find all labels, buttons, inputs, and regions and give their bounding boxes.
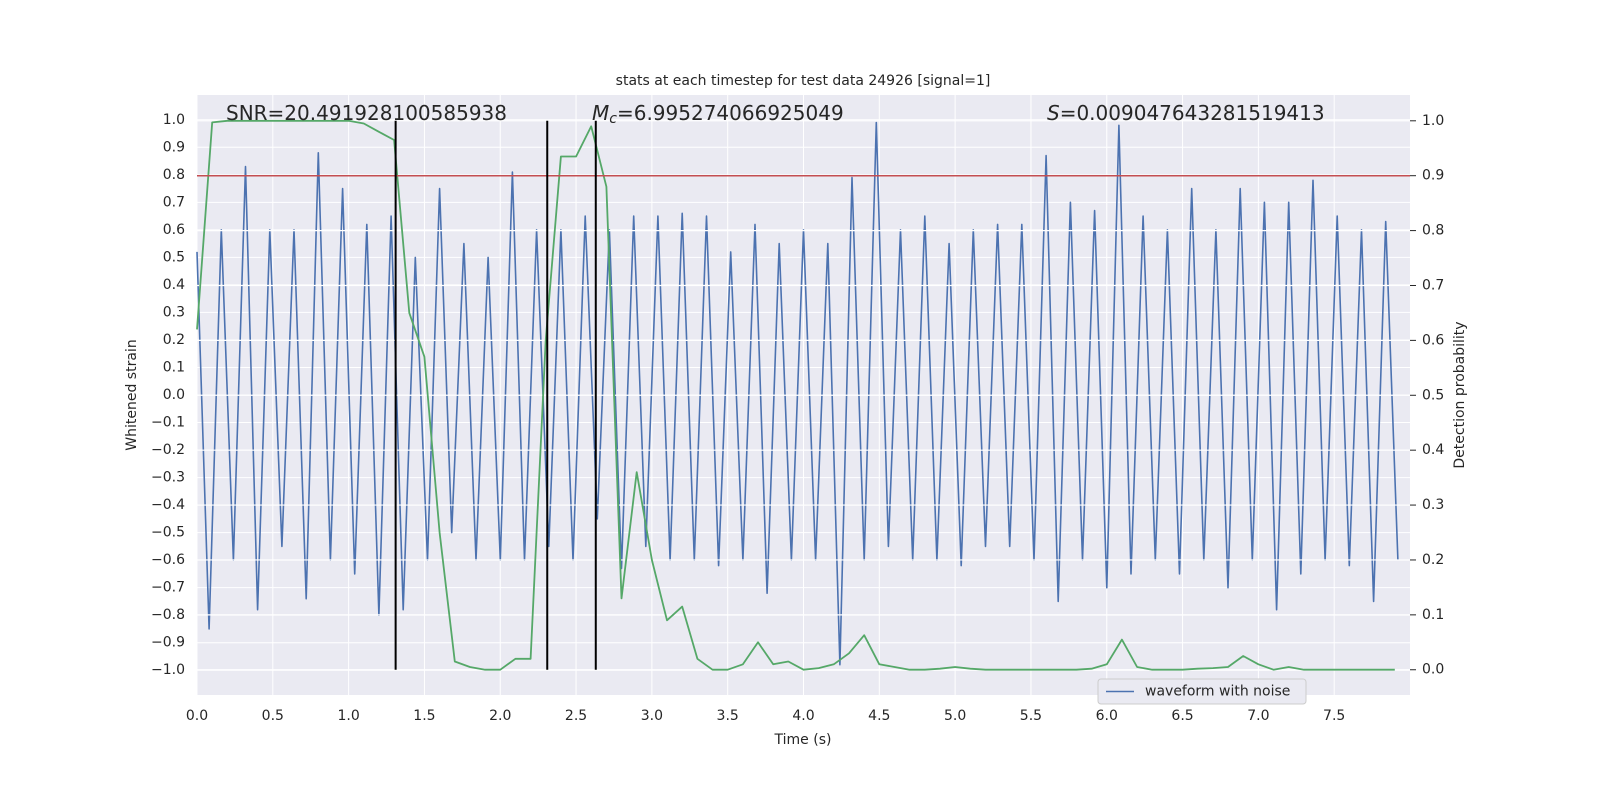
y2-tick-label: 0.6 bbox=[1422, 332, 1444, 348]
annotation-text: =0.009047643281519413 bbox=[1060, 101, 1325, 125]
x-tick-label: 6.5 bbox=[1171, 708, 1193, 724]
annotation: S=0.009047643281519413 bbox=[1047, 101, 1325, 125]
y2-tick-label: 1.0 bbox=[1422, 113, 1444, 129]
y-tick-label: −0.2 bbox=[151, 442, 185, 458]
y2-tick-label: 0.3 bbox=[1422, 497, 1444, 513]
chart-title: stats at each timestep for test data 249… bbox=[616, 73, 991, 89]
y-tick-label: 0.2 bbox=[163, 332, 185, 348]
y2-tick-label: 0.9 bbox=[1422, 168, 1444, 184]
y-tick-label: −0.1 bbox=[151, 415, 185, 431]
y-tick-label: −1.0 bbox=[151, 662, 185, 678]
y2-tick-label: 0.7 bbox=[1422, 277, 1444, 293]
y-tick-label: −0.9 bbox=[151, 635, 185, 651]
y-tick-label: 0.3 bbox=[163, 304, 185, 320]
x-tick-label: 2.5 bbox=[565, 708, 587, 724]
x-tick-label: 1.5 bbox=[413, 708, 435, 724]
y2-tick-label: 0.8 bbox=[1422, 223, 1444, 239]
y-tick-label: 0.1 bbox=[163, 359, 185, 375]
y2-axis-label: Detection probability bbox=[1452, 321, 1468, 468]
x-tick-label: 0.5 bbox=[262, 708, 284, 724]
annotation: Mc=6.995274066925049 bbox=[592, 101, 844, 128]
x-tick-label: 2.0 bbox=[489, 708, 511, 724]
y-tick-label: −0.3 bbox=[151, 470, 185, 486]
annotation-symbol: S bbox=[1047, 101, 1060, 125]
legend-label: waveform with noise bbox=[1145, 684, 1290, 700]
y2-tick-label: 0.2 bbox=[1422, 552, 1444, 568]
y-tick-label: 0.0 bbox=[163, 387, 185, 403]
y-tick-label: 0.8 bbox=[163, 167, 185, 183]
y2-tick-label: 0.1 bbox=[1422, 607, 1444, 623]
y-tick-label: 0.7 bbox=[163, 194, 185, 210]
annotation-text: SNR=20.491928100585938 bbox=[226, 101, 507, 125]
annotation: SNR=20.491928100585938 bbox=[226, 101, 507, 125]
y2-tick-label: 0.0 bbox=[1422, 662, 1444, 678]
x-tick-label: 4.0 bbox=[792, 708, 814, 724]
y-tick-label: 0.4 bbox=[163, 277, 185, 293]
probability-line bbox=[196, 119, 1395, 671]
x-tick-label: 5.5 bbox=[1020, 708, 1042, 724]
y-tick-label: 1.0 bbox=[163, 112, 185, 128]
x-tick-label: 3.5 bbox=[717, 708, 739, 724]
x-tick-label: 3.0 bbox=[641, 708, 663, 724]
y2-tick-label: 0.4 bbox=[1422, 442, 1444, 458]
annotation-subscript: c bbox=[609, 111, 617, 127]
y2-tick-label: 0.5 bbox=[1422, 387, 1444, 403]
x-tick-label: 5.0 bbox=[944, 708, 966, 724]
x-tick-label: 1.0 bbox=[337, 708, 359, 724]
x-tick-label: 4.5 bbox=[868, 708, 890, 724]
y-tick-label: −0.7 bbox=[151, 580, 185, 596]
annotation-symbol: M bbox=[592, 101, 609, 125]
y-tick-label: 0.5 bbox=[163, 249, 185, 265]
x-tick-label: 7.0 bbox=[1247, 708, 1269, 724]
x-tick-label: 6.0 bbox=[1096, 708, 1118, 724]
legend-box bbox=[1097, 678, 1307, 705]
y-tick-label: 0.9 bbox=[163, 139, 185, 155]
y-axis-label: Whitened strain bbox=[124, 339, 140, 450]
y-tick-label: −0.8 bbox=[151, 607, 185, 623]
y-tick-label: 0.6 bbox=[163, 222, 185, 238]
y-tick-label: −0.6 bbox=[151, 552, 185, 568]
annotation-text: =6.995274066925049 bbox=[617, 101, 844, 125]
y-tick-label: −0.4 bbox=[151, 497, 185, 513]
x-tick-label: 7.5 bbox=[1323, 708, 1345, 724]
y-tick-label: −0.5 bbox=[151, 525, 185, 541]
x-tick-label: 0.0 bbox=[186, 708, 208, 724]
x-axis-label: Time (s) bbox=[774, 732, 832, 748]
